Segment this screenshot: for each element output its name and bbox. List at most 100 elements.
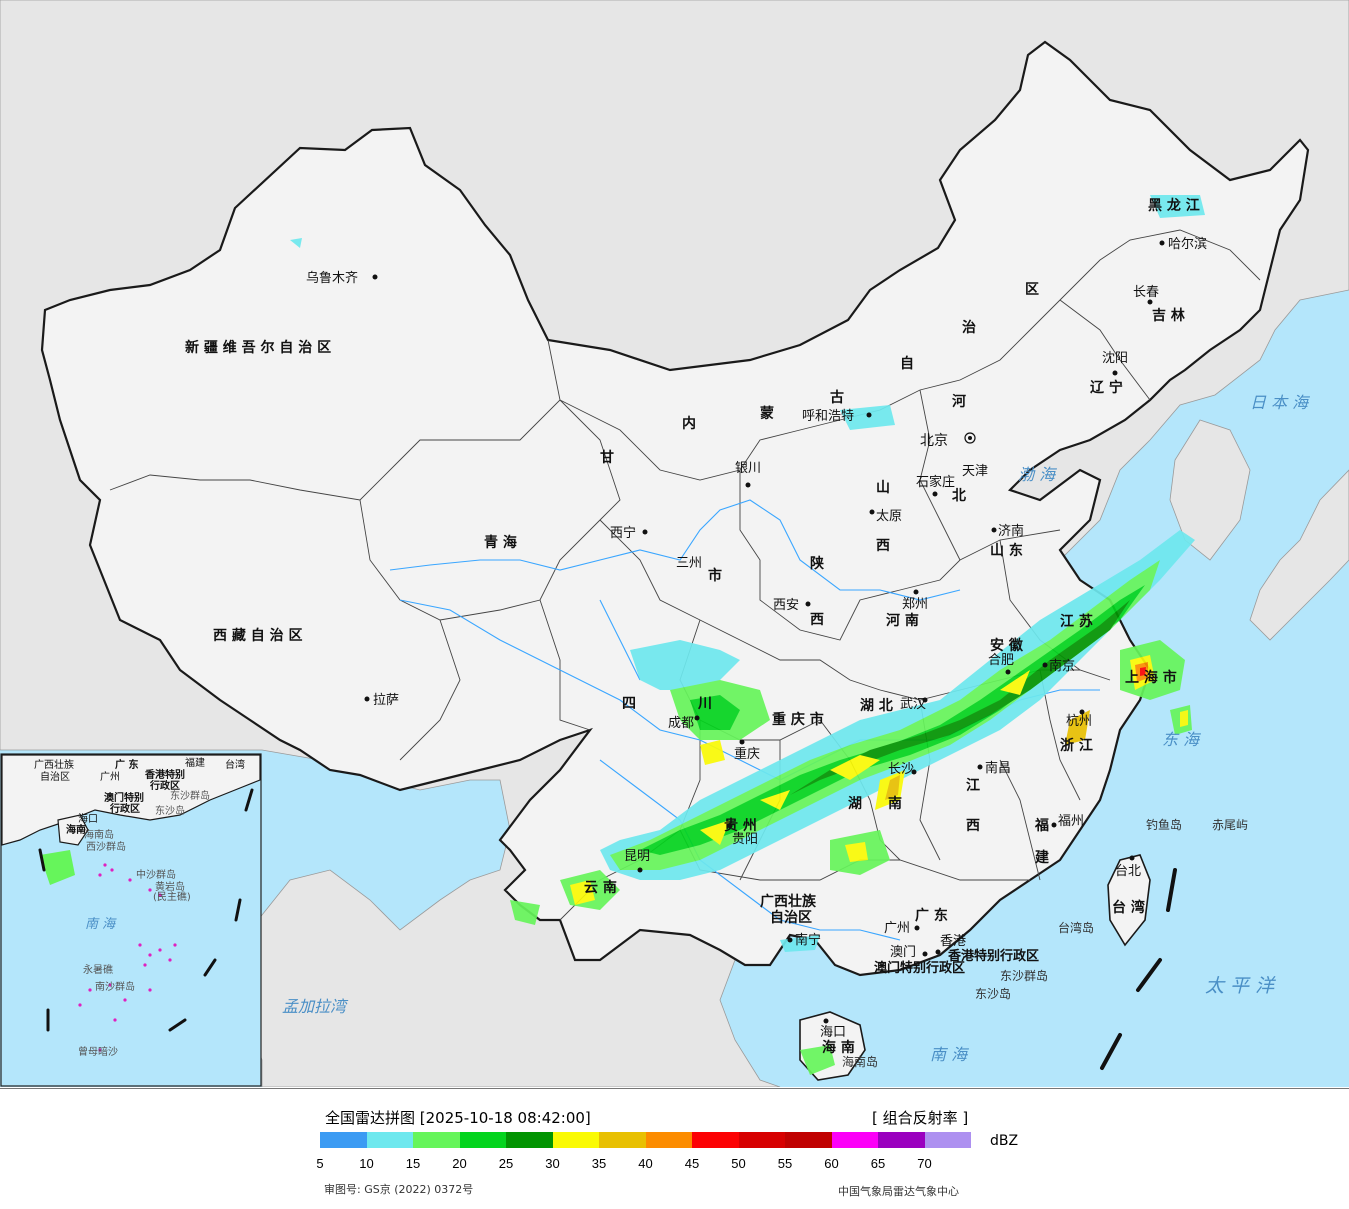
city-jinan: 济南 [991,523,1024,539]
label-gansu: 甘 [600,449,614,466]
city-labels: 乌鲁木齐 拉萨 西宁 银川 呼和浩特 哈尔滨 长春 沈阳 石家庄 太原 济南 郑… [306,236,1207,1040]
svg-text:曾母暗沙: 曾母暗沙 [78,1045,118,1058]
svg-text:南宁: 南宁 [795,932,821,948]
legend-swatch [831,1132,878,1148]
svg-text:贵阳: 贵阳 [732,832,758,847]
island-dongsha-qundao: 东沙群岛 [1000,968,1048,983]
svg-text:南昌: 南昌 [985,760,1011,776]
svg-text:海口: 海口 [78,812,98,825]
city-hongkong: 香港 [935,934,966,955]
island-labels: 钓鱼岛 赤尾屿 台湾岛 东沙群岛 东沙岛 海南岛 [842,817,1248,1069]
sea-labels: 渤 海 东 海 南 海 太 平 洋 日 本 海 孟加拉湾 [282,393,1310,1064]
label-liaoning: 辽 宁 [1090,379,1123,396]
legend-swatch [878,1132,925,1148]
legend-swatch [645,1132,692,1148]
label-nmg-5: 治 [962,319,976,336]
inset-echo [40,850,75,885]
svg-text:乌鲁木齐: 乌鲁木齐 [306,270,358,286]
legend-swatch [738,1132,785,1148]
city-guiyang: 贵阳 [727,823,758,847]
label-hebei-1: 河 [952,393,966,410]
label-fujian-1: 福 [1034,817,1049,834]
city-chongqing: 重庆 [734,739,760,762]
city-hefei: 合肥 [988,653,1014,675]
sea-taipingyang: 太 平 洋 [1205,975,1276,997]
sea-ribenhai: 日 本 海 [1250,393,1310,412]
legend-tick-label: 50 [731,1156,746,1171]
label-heilongjiang: 黑 龙 江 [1148,197,1200,214]
city-wuhan: 武汉 [900,697,928,712]
label-hainan: 海 南 [822,1039,855,1056]
inset-labels: 广西壮族 自治区 广 东 福建 台湾 广州 香港特别 行政区 澳门特别 行政区 … [34,756,245,1058]
label-jiangsu: 江 苏 [1060,613,1093,630]
legend-product: [ 组合反射率 ] [872,1109,969,1127]
sea-donghai: 东 海 [1162,730,1201,749]
label-guangxi-1: 广西壮族 [760,893,817,910]
label-tianjin: 天津 [962,464,988,479]
island-taiwan: 台湾岛 [1058,920,1094,935]
legend-tick-label: 55 [777,1156,793,1171]
radar-map: 新 疆 维 吾 尔 自 治 区 西 藏 自 治 区 青 海 甘 内 蒙 古 自 … [0,0,1349,1087]
sea-nanhai: 南 海 [930,1045,969,1064]
legend-tick-label: 65 [870,1156,886,1171]
city-haikou: 海口 [820,1018,846,1040]
label-henan: 河 南 [886,612,919,629]
city-guangzhou: 广州 [884,921,920,936]
legend-swatch [599,1132,646,1148]
credit-right: 中国气象局雷达气象中心 [838,1185,959,1198]
svg-text:杭州: 杭州 [1066,714,1092,729]
label-yunnan: 云 南 [584,879,617,896]
city-shenyang: 沈阳 [1102,351,1128,376]
legend-tick-label: 60 [824,1156,839,1171]
svg-text:行政区: 行政区 [109,802,140,815]
svg-text:广 东: 广 东 [115,758,138,771]
taiwan-island [1107,854,1151,947]
city-fuzhou: 福州 [1051,814,1084,829]
credit-left: 审图号: GS京 (2022) 0372号 [324,1183,474,1196]
legend-panel: 全国雷达拼图 [2025-10-18 08:42:00] [ 组合反射率 ] d… [0,1088,1349,1209]
label-nmg-4: 自 [900,355,914,372]
svg-text:呼和浩特: 呼和浩特 [802,409,854,424]
svg-text:海南岛: 海南岛 [84,828,114,841]
svg-text:澳门: 澳门 [890,944,916,960]
inset-dash-marks [38,788,254,1032]
label-shanghai: 上 海 市 [1125,669,1177,686]
legend-swatch [552,1132,599,1148]
legend-tick-label: 70 [917,1156,932,1171]
label-anhui: 安 徽 [990,637,1024,654]
inset-mainland [1,754,261,846]
label-shanxi-2: 西 [876,538,890,554]
svg-text:南沙群岛: 南沙群岛 [95,980,135,993]
label-jiangxi-2: 西 [966,818,980,834]
sea-bohai: 渤 海 [1018,465,1057,484]
japan-land [1249,469,1349,641]
city-nanning: 南宁 [787,932,821,948]
city-xining: 西宁 [610,525,648,541]
svg-text:西宁: 西宁 [610,525,636,541]
legend-swatch [692,1132,739,1148]
china-mainland [40,40,1310,977]
svg-text:海口: 海口 [820,1025,846,1040]
legend-swatch [459,1132,506,1148]
svg-text:济南: 济南 [998,523,1024,539]
capital-marker [964,432,976,444]
svg-text:哈尔滨: 哈尔滨 [1168,236,1207,252]
city-hangzhou: 杭州 [1066,709,1092,729]
svg-text:南 海: 南 海 [85,917,117,932]
city-zhengzhou: 郑州 [902,589,928,612]
city-changsha: 长沙 [888,762,917,777]
legend-swatch [413,1132,460,1148]
label-xizang: 西 藏 自 治 区 [213,627,303,644]
city-changchun: 长春 [1133,285,1159,305]
svg-text:永暑礁: 永暑礁 [83,963,113,976]
label-nmg-3: 古 [830,389,844,406]
legend-tick-label: 15 [405,1156,421,1171]
radar-echoes [290,195,1205,1075]
svg-text:福建: 福建 [185,756,205,769]
label-beijing: 北京 [920,433,948,449]
label-macao-region: 澳门特别行政区 [874,960,965,976]
svg-text:石家庄: 石家庄 [916,474,955,490]
svg-text:重庆: 重庆 [734,746,760,762]
legend-swatch [506,1132,553,1148]
legend-tick-label: 25 [498,1156,514,1171]
